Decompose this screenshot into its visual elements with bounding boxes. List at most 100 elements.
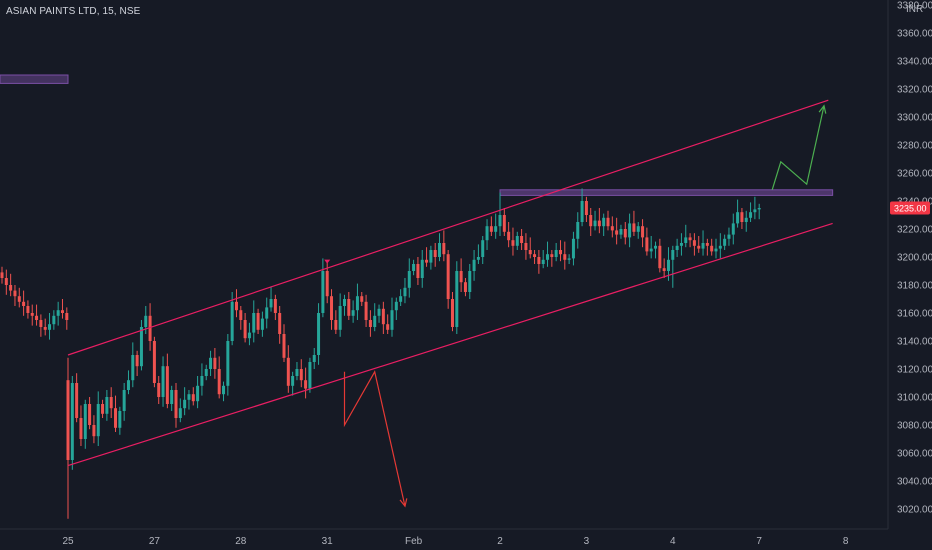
candle <box>109 397 113 409</box>
candle <box>489 226 493 232</box>
candle <box>714 248 718 252</box>
candle <box>60 310 64 313</box>
candle <box>589 215 593 227</box>
candle <box>623 229 627 238</box>
candle <box>39 320 43 327</box>
candle <box>299 369 303 381</box>
candle <box>697 245 701 249</box>
candle <box>438 243 442 257</box>
y-tick-label: 3280.00 <box>897 141 932 152</box>
candle <box>243 320 247 339</box>
candle <box>442 243 446 255</box>
candle <box>373 315 377 327</box>
candle <box>364 301 368 320</box>
candle <box>161 366 165 397</box>
candle <box>79 418 83 439</box>
candle <box>705 243 709 246</box>
candle <box>351 310 355 316</box>
candle <box>88 404 92 425</box>
candle <box>753 209 757 213</box>
candle <box>597 220 601 227</box>
candle <box>749 212 753 218</box>
candle <box>576 222 580 239</box>
candle <box>632 223 636 232</box>
candle <box>494 226 498 232</box>
candle <box>455 271 459 327</box>
candle <box>399 296 403 302</box>
y-tick-label: 3360.00 <box>897 29 932 40</box>
x-tick-label: 28 <box>235 536 247 547</box>
bearish-projection-arrow-head <box>399 498 408 508</box>
x-tick-label: 2 <box>497 536 503 547</box>
candle <box>593 220 597 227</box>
last-price-label: 3235.00 <box>894 204 927 214</box>
bullish-projection-arrow <box>771 105 825 190</box>
candle <box>390 310 394 330</box>
candle <box>83 404 87 439</box>
currency-label: INR <box>906 4 923 15</box>
candle <box>619 229 623 235</box>
candle <box>35 315 39 320</box>
candle <box>567 258 571 260</box>
candle <box>563 254 567 260</box>
candle <box>515 236 519 246</box>
candle <box>282 334 286 358</box>
y-tick-label: 3340.00 <box>897 57 932 68</box>
candle <box>446 254 450 299</box>
candle <box>17 296 21 302</box>
candle <box>209 357 213 369</box>
candle <box>740 212 744 222</box>
candle <box>498 215 502 227</box>
x-tick-label: 8 <box>843 536 849 547</box>
bullish-projection-arrow-head <box>818 104 827 114</box>
candle <box>101 404 105 414</box>
candle <box>528 250 532 255</box>
candle <box>183 399 187 409</box>
candle <box>234 301 238 311</box>
candle <box>731 223 735 235</box>
candle <box>701 243 705 249</box>
candle <box>520 236 524 243</box>
y-tick-label: 3140.00 <box>897 337 932 348</box>
candle <box>308 362 312 389</box>
candle <box>196 385 200 402</box>
candle <box>342 299 346 306</box>
candle <box>191 394 195 402</box>
candle <box>554 250 558 257</box>
candle <box>122 390 126 411</box>
candle <box>727 234 731 239</box>
channel-lower-line <box>67 222 833 467</box>
candle <box>131 355 135 381</box>
y-tick-label: 3180.00 <box>897 281 932 292</box>
candle <box>269 299 273 308</box>
candle <box>463 282 467 292</box>
candle <box>330 296 334 320</box>
candle <box>321 271 325 313</box>
symbol-title: ASIAN PAINTS LTD, 15, NSE <box>6 6 141 17</box>
y-tick-label: 3100.00 <box>897 393 932 404</box>
candle <box>645 237 649 252</box>
candle <box>636 226 640 232</box>
last-price-tag <box>890 201 930 215</box>
candle <box>204 369 208 376</box>
y-tick-label: 3120.00 <box>897 365 932 376</box>
candle <box>502 215 506 232</box>
candle <box>546 254 550 260</box>
candle <box>628 223 632 238</box>
candle <box>334 320 338 330</box>
candle <box>692 240 696 246</box>
candle <box>265 307 269 319</box>
channel-marker <box>324 259 331 264</box>
candle <box>602 217 606 227</box>
bearish-projection-arrow <box>343 370 406 507</box>
candle <box>178 408 182 418</box>
candle <box>654 245 658 249</box>
candle <box>286 357 290 386</box>
candle <box>537 257 541 264</box>
y-tick-label: 3260.00 <box>897 169 932 180</box>
candle <box>65 313 69 320</box>
candle <box>615 230 619 235</box>
candle <box>157 383 161 397</box>
